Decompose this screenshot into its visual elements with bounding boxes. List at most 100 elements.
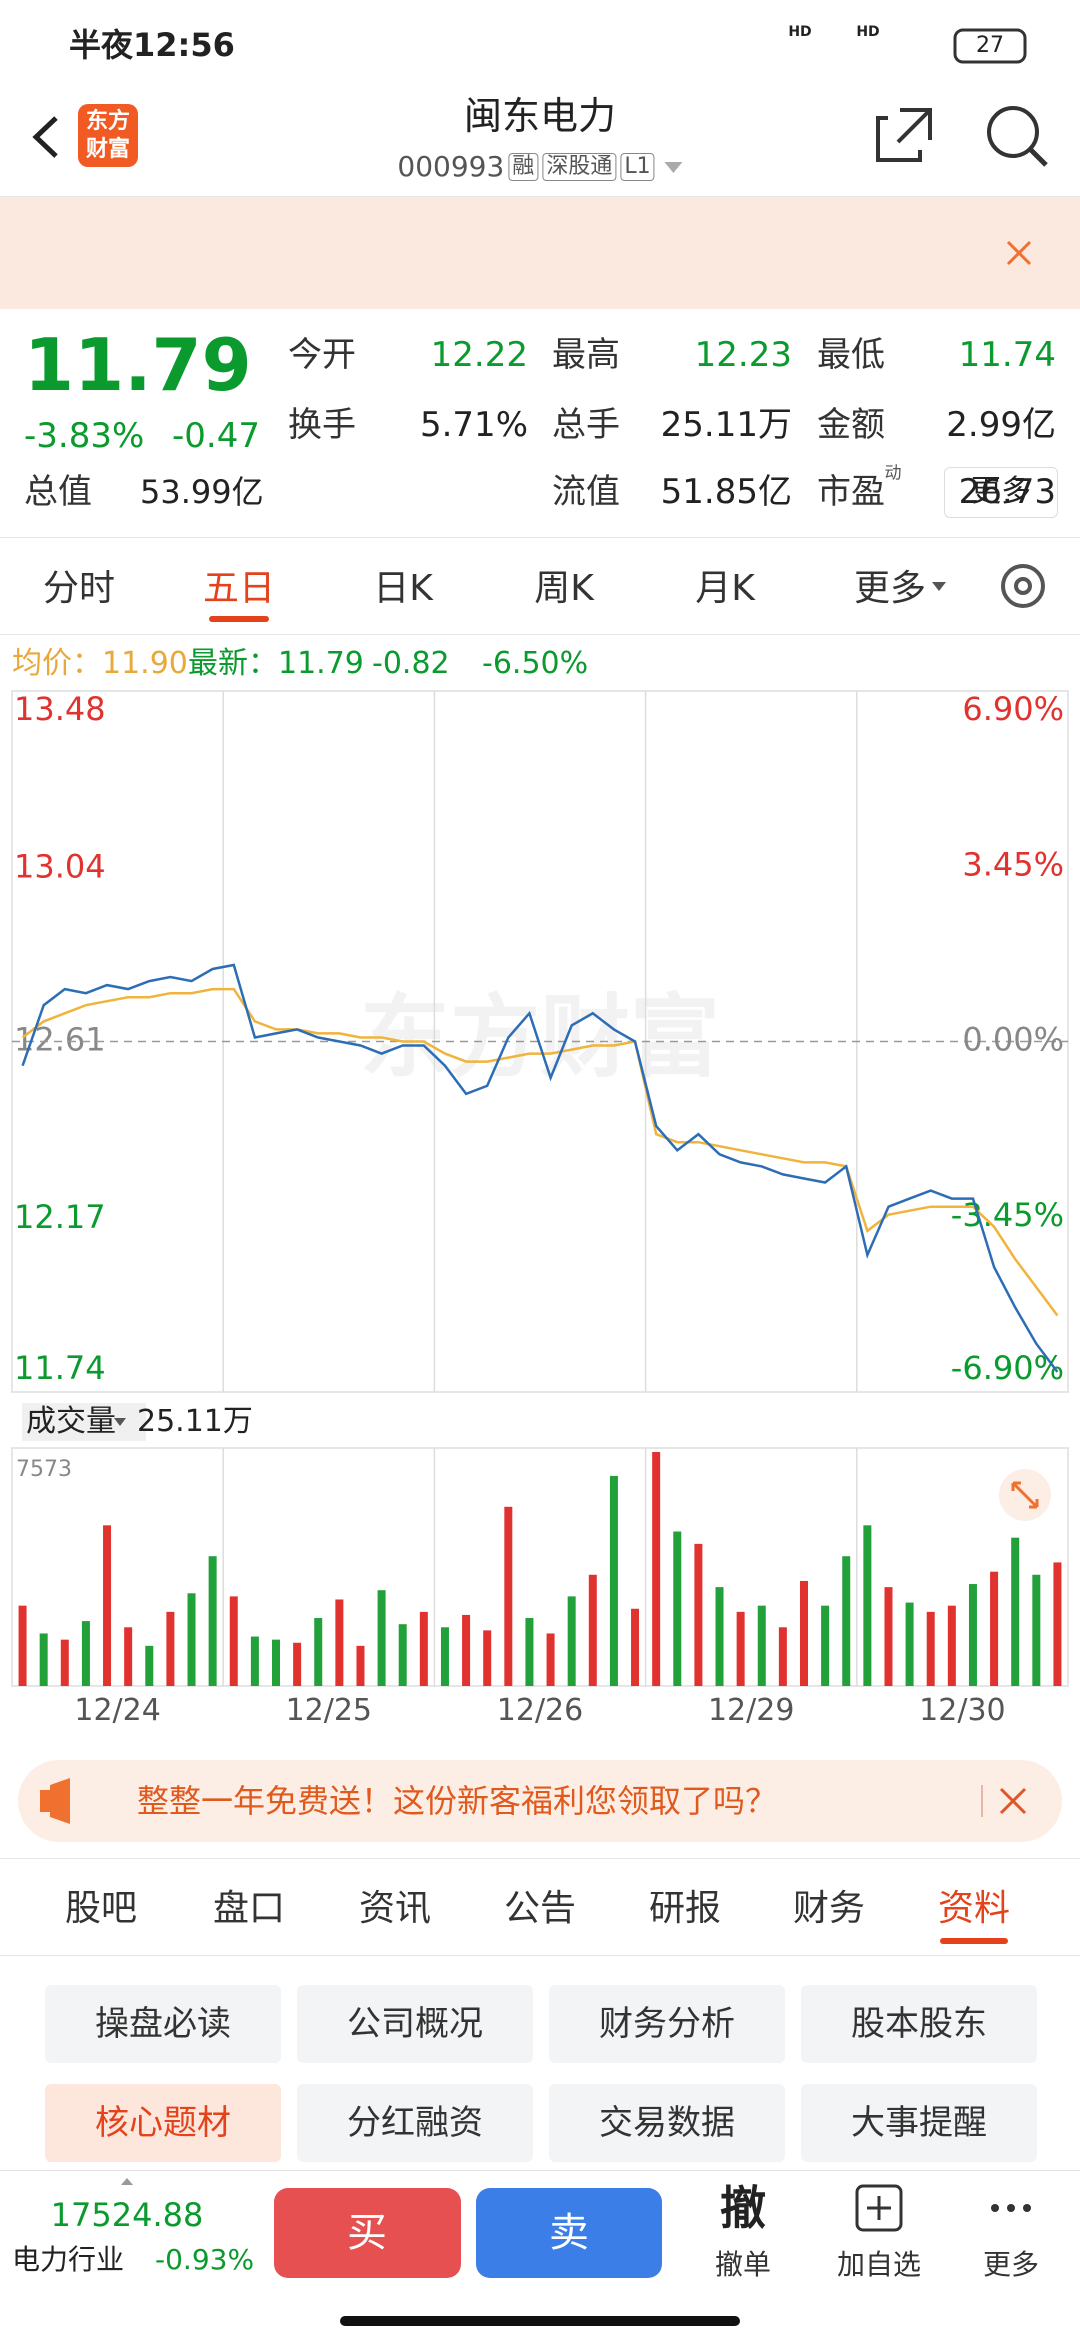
ad-close-icon[interactable] — [1006, 240, 1032, 266]
action-label[interactable]: 加自选 — [836, 2248, 922, 2281]
more-icon[interactable] — [991, 2204, 999, 2212]
info-tab[interactable]: 资料 — [937, 1888, 1011, 1929]
volume-bar — [968, 1584, 977, 1686]
more-button-label[interactable]: 更多 — [971, 474, 1031, 509]
volume-bar — [694, 1543, 703, 1686]
status-time: 半夜12:56 — [69, 26, 235, 64]
banner-close-icon[interactable] — [999, 1787, 1027, 1815]
volume-bar — [314, 1618, 323, 1686]
volume-bar — [736, 1611, 745, 1686]
share-icon[interactable] — [876, 108, 932, 162]
chart-tab[interactable]: 周K — [534, 568, 594, 609]
dropdown-caret — [114, 1418, 126, 1426]
volume-bar — [81, 1621, 90, 1686]
volume-bar — [208, 1556, 217, 1686]
info-tab[interactable]: 公告 — [503, 1888, 577, 1929]
shortcut-label[interactable]: 财务分析 — [599, 2004, 735, 2044]
y-tick-label: 12.61 — [14, 1021, 106, 1059]
info-tab[interactable]: 股吧 — [64, 1888, 138, 1929]
shortcut-label[interactable]: 大事提醒 — [851, 2103, 987, 2143]
chart-tab[interactable]: 五日 — [202, 568, 276, 609]
volume-bar — [863, 1525, 872, 1686]
volume-bar — [821, 1605, 830, 1686]
volume-total: 25.11万 — [137, 1404, 253, 1439]
field-label: 市盈 — [817, 472, 885, 512]
field-value: 12.23 — [694, 335, 792, 375]
home-indicator — [340, 2316, 740, 2326]
shortcut-label[interactable]: 分红融资 — [347, 2103, 483, 2143]
shortcut-button[interactable] — [801, 2084, 1037, 2162]
info-tab[interactable]: 盘口 — [212, 1888, 286, 1929]
volume-bar — [757, 1605, 766, 1686]
shortcut-button[interactable] — [297, 2084, 533, 2162]
volume-bar — [60, 1639, 69, 1686]
info-tab[interactable]: 资讯 — [358, 1888, 432, 1929]
volume-bar — [504, 1506, 513, 1686]
field-value: 2.99亿 — [946, 405, 1056, 445]
active-tab-underline — [209, 616, 269, 622]
stock-tag: L1 — [620, 153, 655, 181]
field-label: 金额 — [817, 405, 885, 445]
field-value: 26.73 — [958, 472, 1056, 512]
chart-tab[interactable]: 分时 — [42, 568, 116, 609]
volume-bar — [842, 1556, 851, 1686]
x-tick-label: 12/29 — [707, 1693, 795, 1728]
volume-selector[interactable]: 成交量 — [22, 1403, 146, 1441]
stock-tag: 深股通 — [542, 153, 617, 181]
search-icon[interactable] — [987, 106, 1039, 158]
shortcut-button[interactable] — [801, 1985, 1037, 2063]
shortcut-label[interactable]: 股本股东 — [851, 2004, 987, 2044]
field-value: 53.99亿 — [140, 473, 264, 511]
stock-code: 000993 — [397, 150, 505, 183]
shortcut-button[interactable] — [45, 2084, 281, 2162]
volume-bar — [1053, 1562, 1062, 1686]
more-button[interactable] — [944, 467, 1058, 518]
more-icon — [1023, 2204, 1031, 2212]
buy-button[interactable] — [274, 2188, 461, 2278]
y2-tick-label: 0.00% — [962, 1021, 1064, 1059]
search-icon — [1028, 147, 1048, 167]
shortcut-button[interactable] — [297, 1985, 533, 2063]
index-change: -0.93% — [155, 2243, 255, 2276]
sell-label[interactable]: 卖 — [549, 2210, 589, 2256]
section-divider — [0, 634, 1080, 635]
volume-bar — [715, 1587, 724, 1686]
volume-bar — [440, 1627, 449, 1686]
shortcut-button[interactable] — [549, 2084, 785, 2162]
banner-text[interactable]: 整整一年免费送！这份新客福利您领取了吗？ — [137, 1782, 778, 1820]
chart-tab[interactable]: 日K — [373, 568, 433, 609]
action-label[interactable]: 撤单 — [714, 2248, 772, 2281]
stock-tag: 融 — [508, 153, 539, 181]
settings-icon[interactable] — [1001, 564, 1045, 608]
shortcut-label[interactable]: 公司概况 — [347, 2004, 483, 2044]
avg-price: 均价：11.90 — [12, 646, 188, 681]
info-tab[interactable]: 研报 — [648, 1888, 722, 1929]
volume-bar — [250, 1636, 259, 1686]
buy-label[interactable]: 买 — [347, 2210, 387, 2256]
shortcut-label[interactable]: 核心题材 — [95, 2103, 231, 2143]
cancel-icon[interactable]: 撤 — [720, 2181, 766, 2235]
y2-tick-label: 6.90% — [962, 690, 1064, 728]
ad-strip — [0, 197, 1080, 309]
shortcut-button[interactable] — [45, 1985, 281, 2063]
volume-bar — [652, 1452, 661, 1686]
back-icon[interactable] — [32, 116, 58, 158]
shortcut-button[interactable] — [549, 1985, 785, 2063]
shortcut-label[interactable]: 交易数据 — [599, 2103, 735, 2143]
chart-tab[interactable]: 月K — [695, 568, 755, 609]
change-pct: -3.83% — [24, 416, 145, 456]
volume-bar — [588, 1574, 597, 1686]
action-label[interactable]: 更多 — [982, 2248, 1040, 2281]
volume-bar — [124, 1627, 133, 1686]
field-label: 今开 — [288, 335, 356, 375]
add-watch-icon[interactable] — [855, 2184, 903, 2232]
volume-bar — [187, 1593, 196, 1686]
shortcut-label[interactable]: 操盘必读 — [95, 2004, 231, 2044]
dropdown-caret[interactable] — [664, 161, 683, 173]
y-tick-label: 13.48 — [14, 690, 106, 728]
sell-button[interactable] — [476, 2188, 662, 2278]
banner-background[interactable] — [18, 1760, 1062, 1842]
info-tab[interactable]: 财务 — [792, 1888, 866, 1929]
chart-tab[interactable]: 更多 — [853, 568, 927, 609]
